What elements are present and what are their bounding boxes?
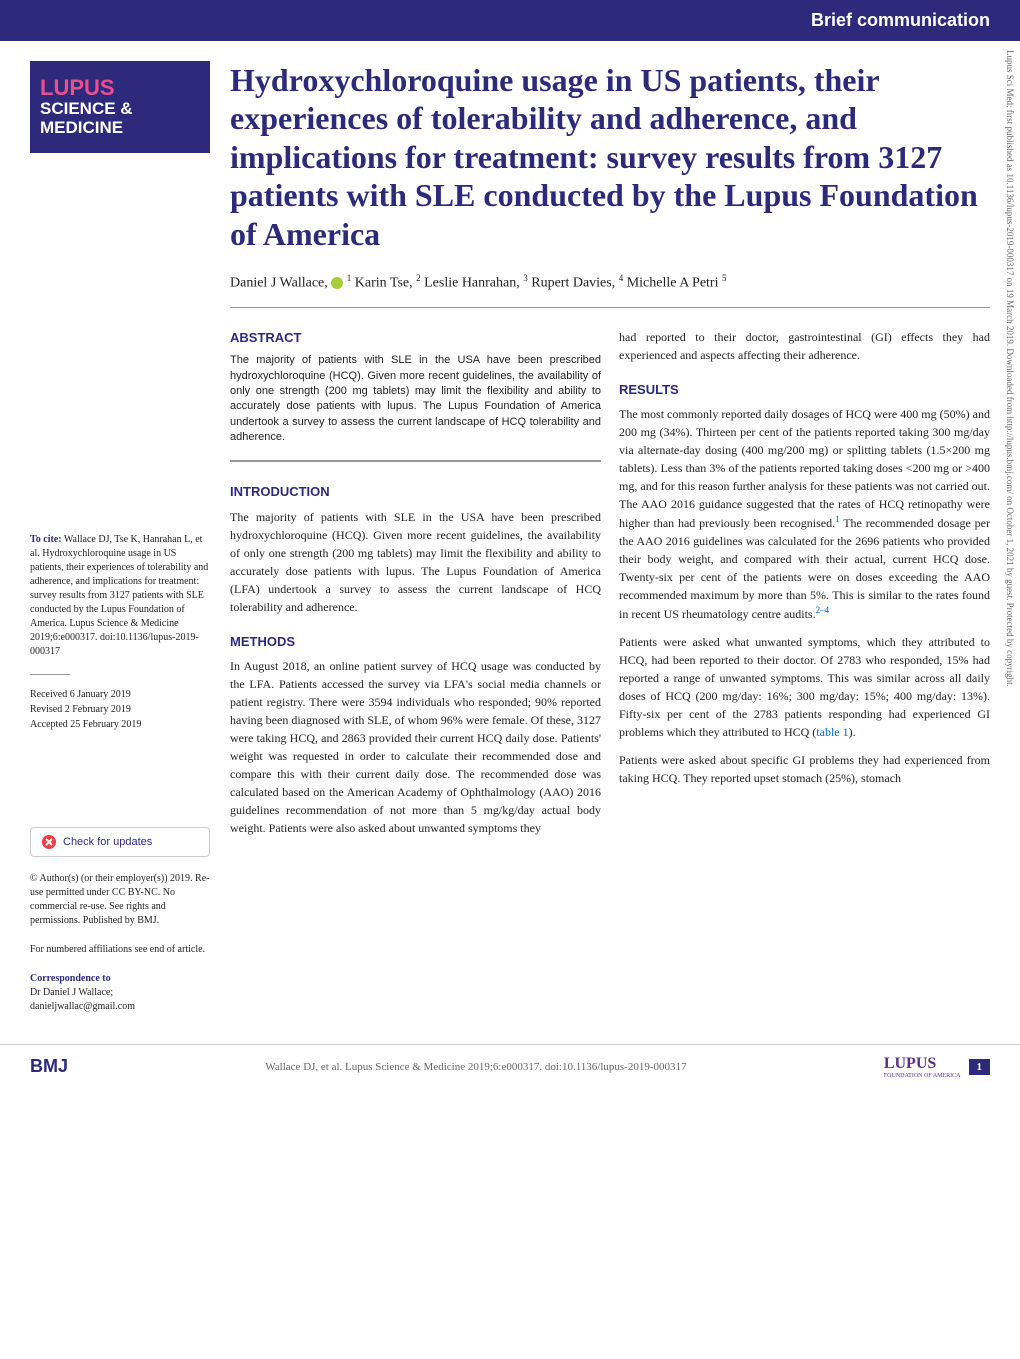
correspondence-text: Dr Daniel J Wallace; danieljwallac@gmail… [30, 986, 210, 1014]
article-title: Hydroxychloroquine usage in US patients,… [230, 61, 990, 253]
author-1: Daniel J Wallace, [230, 276, 328, 291]
affiliations-note: For numbered affiliations see end of art… [30, 943, 210, 957]
lupus-logo-text: LUPUS [884, 1055, 936, 1072]
results-p1b-text: The recommended dosage per the AAO 2016 … [619, 516, 990, 621]
author-5: Michelle A Petri [627, 276, 719, 291]
methods-heading: METHODS [230, 632, 601, 652]
copyright-text: © Author(s) (or their employer(s)) 2019.… [30, 872, 210, 928]
logo-line3: MEDICINE [40, 119, 200, 138]
citation-block: To cite: Wallace DJ, Tse K, Hanrahan L, … [30, 533, 210, 659]
affil-3: 3 [523, 273, 528, 283]
table-1-link[interactable]: table 1 [816, 725, 848, 739]
column-2: had reported to their doctor, gastrointe… [619, 328, 990, 848]
check-updates-label: Check for updates [63, 836, 152, 848]
affil-4: 4 [619, 273, 624, 283]
col2-p1: had reported to their doctor, gastrointe… [619, 328, 990, 364]
correspondence-block: Correspondence to Dr Daniel J Wallace; d… [30, 972, 210, 1014]
results-p2-text: Patients were asked what unwanted sympto… [619, 635, 990, 739]
author-3: Leslie Hanrahan, [424, 276, 520, 291]
vertical-copyright-text: Lupus Sci Med: first published as 10.113… [1005, 50, 1015, 1250]
results-p1-text: The most commonly reported daily dosages… [619, 407, 990, 530]
results-heading: RESULTS [619, 380, 990, 400]
author-list: Daniel J Wallace, 1 Karin Tse, 2 Leslie … [230, 273, 990, 292]
category-label: Brief communication [811, 10, 990, 30]
results-p3: Patients were asked about specific GI pr… [619, 751, 990, 787]
orcid-icon[interactable] [331, 277, 343, 289]
author-4: Rupert Davies, [531, 276, 615, 291]
author-2: Karin Tse, [355, 276, 413, 291]
affil-1: 1 [347, 273, 352, 283]
footer: BMJ Wallace DJ, et al. Lupus Science & M… [0, 1044, 1020, 1089]
header-category-bar: Brief communication [0, 0, 1020, 41]
left-sidebar: LUPUS SCIENCE & MEDICINE To cite: Wallac… [30, 61, 210, 1014]
results-p2b-text: ). [849, 725, 856, 739]
check-updates-button[interactable]: Check for updates [30, 827, 210, 857]
affil-2: 2 [416, 273, 421, 283]
author-divider [230, 307, 990, 308]
logo-line1: LUPUS [40, 76, 200, 100]
dates-block: Received 6 January 2019 Revised 2 Februa… [30, 687, 210, 732]
logo-line2: SCIENCE & [40, 100, 200, 119]
crossmark-icon [41, 834, 57, 850]
page-number: 1 [969, 1059, 991, 1075]
journal-logo: LUPUS SCIENCE & MEDICINE [30, 61, 210, 153]
revised-date: Revised 2 February 2019 [30, 702, 210, 717]
correspondence-label: Correspondence to [30, 972, 210, 986]
content-area: Hydroxychloroquine usage in US patients,… [230, 61, 990, 1014]
main-container: LUPUS SCIENCE & MEDICINE To cite: Wallac… [0, 41, 1020, 1044]
footer-citation: Wallace DJ, et al. Lupus Science & Medic… [68, 1061, 884, 1073]
affil-5: 5 [722, 273, 727, 283]
cite-label: To cite: [30, 534, 62, 545]
results-p2: Patients were asked what unwanted sympto… [619, 633, 990, 741]
cite-text: Wallace DJ, Tse K, Hanrahan L, et al. Hy… [30, 534, 208, 657]
accepted-date: Accepted 25 February 2019 [30, 717, 210, 732]
page-wrapper: Brief communication Lupus Sci Med: first… [0, 0, 1020, 1089]
ref-2[interactable]: 2–4 [816, 605, 830, 615]
received-date: Received 6 January 2019 [30, 687, 210, 702]
bmj-logo: BMJ [30, 1056, 68, 1077]
column-1: ABSTRACT The majority of patients with S… [230, 328, 601, 848]
results-p1: The most commonly reported daily dosages… [619, 405, 990, 623]
abstract-heading: ABSTRACT [230, 328, 601, 348]
body-columns: ABSTRACT The majority of patients with S… [230, 328, 990, 848]
lupus-foundation-logo: LUPUS FOUNDATION OF AMERICA [884, 1055, 961, 1079]
abstract-box: ABSTRACT The majority of patients with S… [230, 328, 601, 463]
intro-heading: INTRODUCTION [230, 482, 601, 502]
intro-text: The majority of patients with SLE in the… [230, 508, 601, 616]
abstract-text: The majority of patients with SLE in the… [230, 353, 601, 460]
lupus-logo-sub: FOUNDATION OF AMERICA [884, 1073, 961, 1079]
sidebar-divider [30, 674, 70, 675]
methods-text: In August 2018, an online patient survey… [230, 657, 601, 837]
